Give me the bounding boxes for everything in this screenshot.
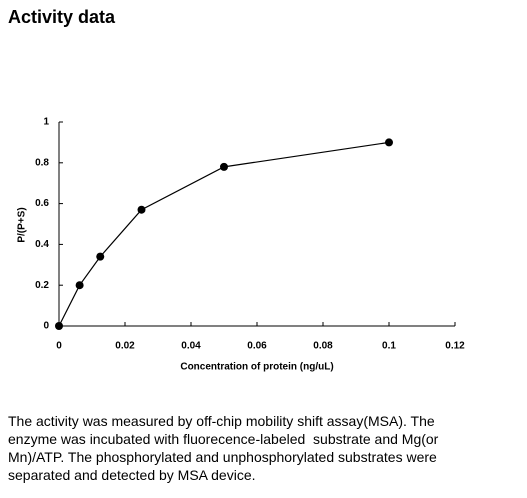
data-line (58, 141, 390, 327)
description-line: Mn)/ATP. The phosphorylated and unphosph… (8, 449, 437, 465)
data-point (385, 138, 393, 147)
data-point (55, 322, 63, 330)
x-tick-label: 0.02 (115, 341, 135, 352)
x-tick-label: 0.1 (382, 341, 396, 352)
data-point (96, 252, 105, 261)
x-tick-label: 0.06 (247, 341, 267, 352)
description: The activity was measured by off-chip mo… (8, 412, 438, 484)
description-line: separated and detected by MSA device. (8, 467, 256, 483)
x-axis-label: Concentration of protein (ng/uL) (180, 362, 333, 373)
y-tick-label: 0 (43, 321, 49, 332)
data-point (75, 281, 84, 290)
y-tick-label: 0.6 (35, 198, 49, 209)
description-line: enzyme was incubated with fluorecence-la… (8, 431, 439, 447)
chart: Concentration of protein (ng/uL) P/(P+S)… (17, 117, 466, 373)
y-tick-label: 0.8 (35, 157, 49, 168)
x-tick-label: 0.04 (181, 341, 201, 352)
x-tick-label: 0 (56, 341, 62, 352)
heading: Activity data (8, 7, 116, 27)
y-tick-label: 0.4 (35, 239, 49, 250)
data-point (137, 205, 146, 214)
y-axis-label: P/(P+S) (17, 207, 28, 242)
data-point (220, 162, 228, 171)
y-tick-label: 0.2 (35, 280, 49, 291)
description-line: The activity was measured by off-chip mo… (8, 413, 435, 429)
y-tick-label: 1 (43, 117, 49, 128)
x-tick-label: 0.08 (313, 341, 333, 352)
x-tick-label: 0.12 (445, 341, 465, 352)
